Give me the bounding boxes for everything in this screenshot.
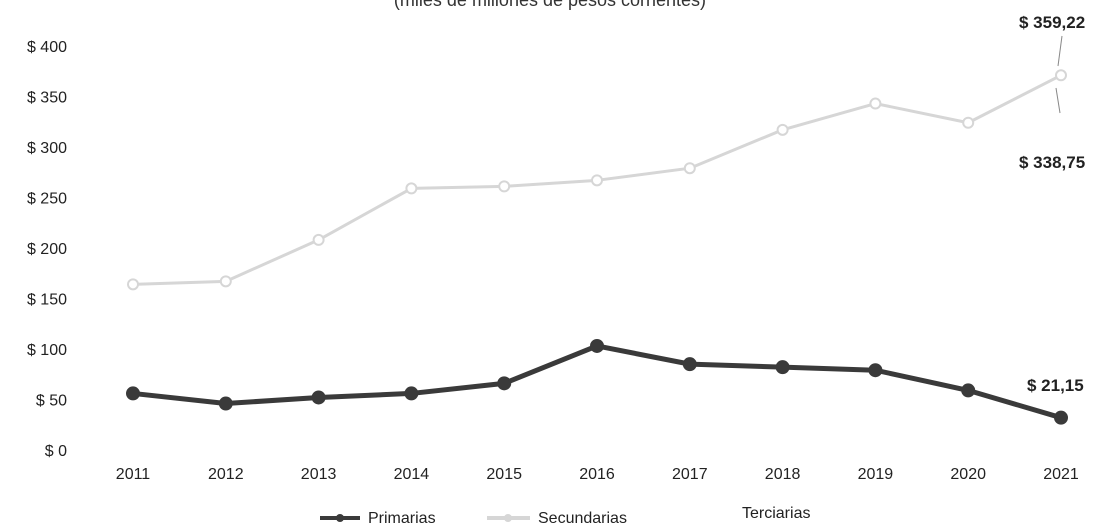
data-point-primarias — [311, 390, 326, 405]
data-point-primarias — [961, 383, 976, 398]
y-tick-label: $ 350 — [27, 90, 67, 107]
data-point-secundarias — [312, 233, 325, 246]
data-point-primarias — [497, 376, 512, 391]
x-axis: 2011 2012 2013 2014 2015 2016 2017 2018 2019 2020… — [116, 466, 1079, 483]
legend-marker-primarias — [336, 514, 344, 522]
x-tick-label: 2019 — [858, 466, 894, 483]
y-tick-label: $ 150 — [27, 292, 67, 309]
x-tick-label: 2012 — [208, 466, 244, 483]
data-point-primarias — [868, 363, 883, 378]
data-point-secundarias — [683, 162, 696, 175]
data-point-secundarias — [498, 180, 511, 193]
annotation-label-secundarias-high: $ 359,22 — [1019, 13, 1085, 32]
data-point-primarias — [126, 386, 140, 401]
data-point-secundarias — [405, 182, 418, 195]
y-tick-label: $ 200 — [27, 241, 67, 258]
x-tick-label: 2014 — [394, 466, 430, 483]
legend: Primarias Secundarias Terciarias — [320, 505, 810, 527]
data-point-secundarias — [591, 174, 603, 187]
series-group — [126, 69, 1068, 425]
annotation-label-primarias: $ 21,15 — [1027, 376, 1084, 395]
legend-marker-secundarias — [504, 514, 512, 522]
data-point-primarias — [682, 357, 697, 372]
x-tick-label: 2013 — [301, 466, 337, 483]
data-point-secundarias — [869, 97, 882, 110]
data-point-secundarias — [127, 278, 139, 291]
x-tick-label: 2016 — [579, 466, 615, 483]
x-tick-label: 2017 — [672, 466, 708, 483]
legend-label-secundarias: Secundarias — [538, 510, 627, 527]
data-point-secundarias — [219, 275, 232, 288]
x-tick-label: 2020 — [950, 466, 986, 483]
data-point-primarias — [775, 360, 790, 375]
series-line-primarias — [132, 343, 1062, 421]
y-tick-label: $ 300 — [27, 140, 67, 157]
data-point-primarias — [218, 396, 233, 411]
y-axis: $ 0 $ 50 $ 100 $ 150 $ 200 $ 250 $ 300 $ 350 $ 4… — [27, 39, 67, 460]
y-tick-label: $ 400 — [27, 39, 67, 56]
annotation-label-secundarias-low: $ 338,75 — [1019, 153, 1085, 172]
annotation-leader-top — [1057, 35, 1063, 67]
x-tick-label: 2015 — [486, 466, 522, 483]
annotation-leader-mid — [1055, 87, 1061, 114]
data-point-secundarias — [1055, 69, 1067, 82]
y-tick-label: $ 100 — [27, 342, 67, 359]
y-tick-label: $ 50 — [36, 393, 67, 410]
legend-label-primarias: Primarias — [368, 510, 436, 527]
chart-title: (miles de millones de pesos corrientes) — [394, 0, 706, 10]
data-point-primarias — [590, 338, 604, 353]
x-tick-label: 2021 — [1043, 466, 1079, 483]
data-point-secundarias — [776, 123, 789, 136]
data-point-primarias — [404, 386, 419, 401]
data-point-primarias — [1054, 410, 1068, 425]
data-point-secundarias — [962, 116, 975, 129]
x-tick-label: 2018 — [765, 466, 801, 483]
x-tick-label: 2011 — [116, 466, 151, 483]
y-tick-label: $ 0 — [45, 443, 67, 460]
legend-label-terciarias: Terciarias — [742, 505, 810, 522]
y-tick-label: $ 250 — [27, 191, 67, 208]
